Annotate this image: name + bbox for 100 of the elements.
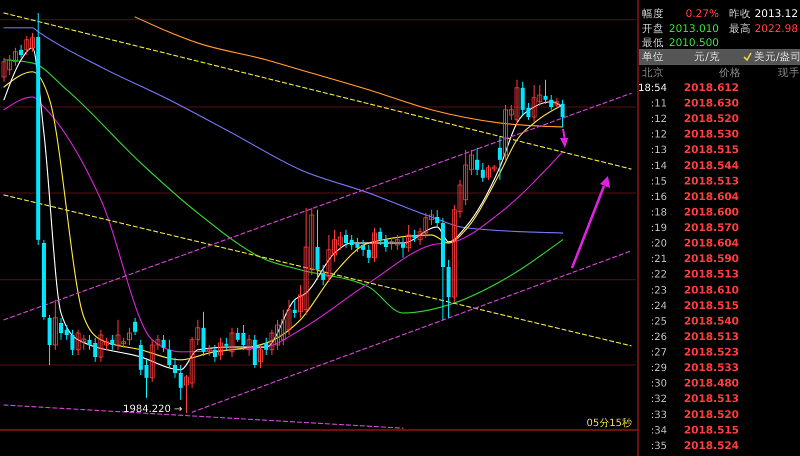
candlestick	[549, 94, 554, 110]
candlestick	[218, 337, 223, 360]
category-label: :23	[650, 285, 667, 296]
category-label: :19	[650, 223, 667, 234]
candlestick	[230, 327, 234, 358]
category-label: :18	[650, 207, 667, 218]
text: 2010.500	[668, 37, 719, 49]
category-label: :12	[650, 130, 667, 141]
candlestick	[498, 136, 502, 180]
text: 2022.98	[754, 23, 798, 35]
text: 2018.610	[684, 284, 739, 296]
candlestick	[70, 329, 74, 356]
category-label: :20	[650, 238, 667, 250]
candlestick	[236, 327, 240, 342]
text: 2018.590	[684, 253, 739, 266]
category-label: :25	[650, 316, 667, 328]
candlestick	[321, 264, 326, 286]
text: 最低	[642, 37, 664, 49]
candlestick	[173, 357, 177, 378]
category-label: :32	[650, 394, 667, 406]
text: 昨收	[729, 8, 751, 20]
category-label: :15	[650, 176, 667, 188]
text: 最高	[729, 22, 751, 35]
candlestick	[258, 344, 263, 368]
candlestick	[224, 337, 228, 350]
candlestick	[401, 237, 405, 258]
candlestick	[435, 209, 440, 228]
candlestick	[178, 364, 183, 400]
candlestick	[544, 79, 548, 104]
text: 2018.480	[684, 378, 739, 390]
category-label: :11	[650, 98, 667, 110]
category-label: :13	[650, 145, 667, 156]
candlestick	[127, 327, 132, 346]
text: 2018.570	[684, 222, 739, 234]
candlestick	[264, 337, 268, 356]
text: 美元/盎司	[754, 50, 800, 63]
text: 2018.513	[684, 268, 739, 281]
candlestick	[526, 102, 530, 120]
text: 2018.533	[684, 362, 739, 374]
candlestick	[241, 324, 246, 350]
text: 2018.604	[684, 238, 739, 250]
candlestick	[372, 227, 377, 262]
text: 2018.513	[684, 330, 739, 343]
candlestick	[366, 244, 371, 264]
annotation: 1984.220 →	[123, 404, 182, 415]
text: 2018.513	[684, 393, 739, 406]
text: 2018.520	[684, 113, 739, 126]
category-label: :30	[650, 378, 667, 390]
text: 元/克	[694, 50, 720, 63]
text: 0.27%	[686, 8, 720, 20]
candlestick	[212, 344, 217, 362]
candlestick	[19, 44, 24, 58]
candlestick	[384, 234, 388, 252]
candlestick	[378, 227, 382, 246]
category-label: :27	[650, 348, 667, 359]
text: 价格	[718, 67, 741, 79]
candlestick	[133, 317, 138, 336]
candlestick	[110, 334, 114, 350]
text: 2018.630	[684, 98, 739, 110]
category-label: :12	[650, 114, 667, 126]
text: 2013.12	[754, 8, 798, 20]
text: 2018.515	[684, 424, 739, 436]
category-label: :35	[650, 440, 667, 452]
category-label: :21	[650, 254, 667, 266]
category-label: :26	[650, 332, 667, 343]
candlestick	[292, 299, 297, 318]
candlestick	[202, 311, 206, 356]
text: 2018.600	[684, 206, 739, 218]
category-label: :33	[650, 410, 667, 421]
text: 2018.515	[684, 300, 739, 312]
text: 2018.523	[684, 346, 739, 359]
candlestick	[206, 344, 212, 356]
category-label: :24	[650, 300, 667, 312]
text: 2018.513	[684, 175, 739, 188]
text: 单位	[642, 50, 664, 63]
candlestick	[480, 162, 485, 182]
category-label: :14	[650, 160, 667, 172]
text: 2018.520	[684, 408, 739, 421]
text: 2018.544	[684, 160, 739, 172]
candlestick	[520, 81, 525, 116]
candlestick	[316, 209, 320, 280]
candlestick	[406, 224, 412, 252]
candlestick	[246, 334, 252, 356]
text: 2018.612	[684, 82, 739, 94]
category-label: :34	[650, 425, 667, 436]
text: 现手	[778, 66, 800, 79]
text: 05分15秒	[586, 417, 632, 429]
candlestick	[412, 229, 416, 242]
text: 2018.524	[684, 440, 739, 452]
text: 幅度	[642, 7, 664, 20]
category-label: :22	[650, 270, 667, 281]
candlestick	[475, 147, 480, 176]
category-label: :16	[650, 192, 667, 203]
text: 2018.540	[684, 315, 739, 328]
text: 2018.604	[684, 190, 739, 203]
text: 2013.010	[668, 23, 719, 35]
candlestick	[167, 339, 172, 368]
text: 2018.530	[684, 128, 739, 141]
candlestick	[52, 299, 58, 350]
candlestick	[554, 97, 560, 108]
